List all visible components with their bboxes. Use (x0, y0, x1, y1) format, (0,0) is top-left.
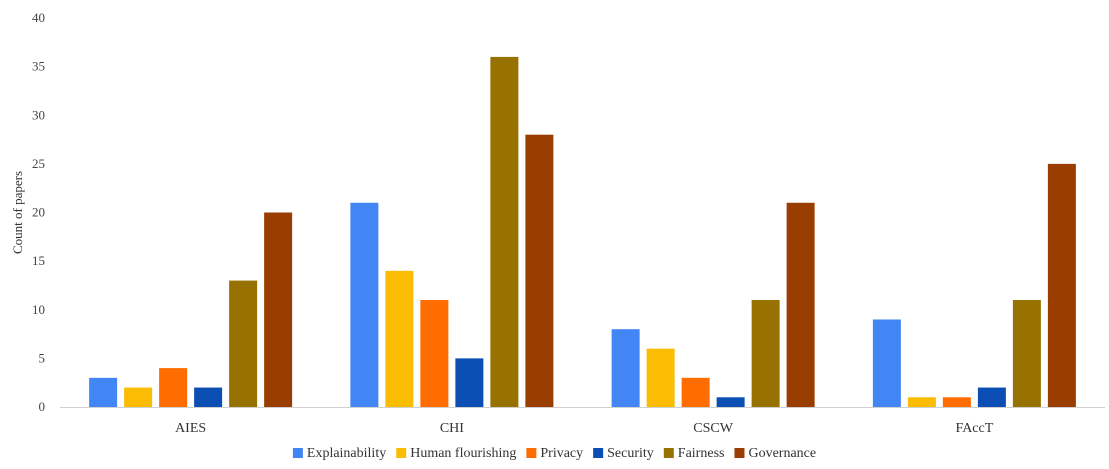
legend-item-explainability: Explainability (292, 446, 386, 461)
legend-label: Human flourishing (410, 446, 516, 461)
legend-swatch (526, 448, 537, 458)
y-tick-label: 10 (32, 302, 45, 317)
bar-privacy-facct (942, 397, 971, 407)
legend-item-security: Security (593, 446, 654, 461)
legend-label: Governance (748, 446, 816, 461)
bar-human-flourishing-aies (124, 387, 153, 407)
bar-security-facct (977, 387, 1006, 407)
y-tick-label: 40 (32, 10, 45, 25)
bar-governance-facct (1047, 163, 1076, 407)
bar-governance-aies (264, 212, 293, 407)
y-tick-label: 15 (32, 253, 45, 268)
bar-explainability-chi (350, 202, 379, 407)
x-tick-label: FAccT (955, 421, 993, 436)
legend-swatch (396, 448, 407, 458)
bar-security-aies (194, 387, 223, 407)
bar-explainability-aies (89, 377, 118, 407)
legend-item-human-flourishing: Human flourishing (396, 446, 516, 461)
legend-label: Privacy (540, 446, 583, 461)
legend-swatch (734, 448, 745, 458)
bar-governance-cscw (786, 202, 815, 407)
x-tick-label: AIES (175, 421, 206, 436)
bar-governance-chi (525, 134, 554, 407)
legend-swatch (292, 448, 303, 458)
legend-swatch (593, 448, 604, 458)
bar-explainability-facct (872, 319, 901, 407)
legend-item-privacy: Privacy (526, 446, 583, 461)
bar-explainability-cscw (611, 329, 640, 407)
legend-item-fairness: Fairness (663, 446, 725, 461)
bar-fairness-aies (229, 280, 258, 407)
y-tick-label: 30 (32, 107, 45, 122)
bar-fairness-cscw (751, 300, 780, 407)
x-tick-label: CHI (440, 421, 464, 436)
y-tick-label: 5 (39, 350, 46, 365)
legend-label: Fairness (678, 446, 725, 461)
legend: Explainability Human flourishing Privacy Se… (292, 446, 816, 461)
bar-fairness-facct (1012, 300, 1041, 407)
bar-fairness-chi (490, 56, 519, 408)
y-tick-label: 35 (32, 59, 45, 74)
bar-human-flourishing-facct (907, 397, 936, 407)
y-axis-title: Count of papers (10, 171, 25, 254)
y-tick-label: 0 (39, 399, 46, 414)
y-tick-label: 25 (32, 156, 45, 171)
bar-privacy-chi (420, 300, 449, 407)
bar-human-flourishing-cscw (646, 348, 675, 407)
y-axis-ticks: 0 5 10 15 20 25 30 35 40 (32, 10, 45, 414)
legend-item-governance: Governance (734, 446, 816, 461)
bar-security-cscw (716, 397, 745, 407)
x-axis-labels: AIES CHI CSCW FAccT (175, 421, 994, 436)
bar-human-flourishing-chi (385, 270, 414, 407)
bar-privacy-aies (159, 368, 188, 407)
bar-security-chi (455, 358, 484, 407)
bar-privacy-cscw (681, 377, 710, 407)
legend-label: Explainability (307, 446, 386, 461)
x-tick-label: CSCW (693, 421, 733, 436)
legend-label: Security (607, 446, 654, 461)
bars-group (89, 56, 1076, 408)
y-tick-label: 20 (32, 205, 45, 220)
legend-swatch (663, 448, 674, 458)
